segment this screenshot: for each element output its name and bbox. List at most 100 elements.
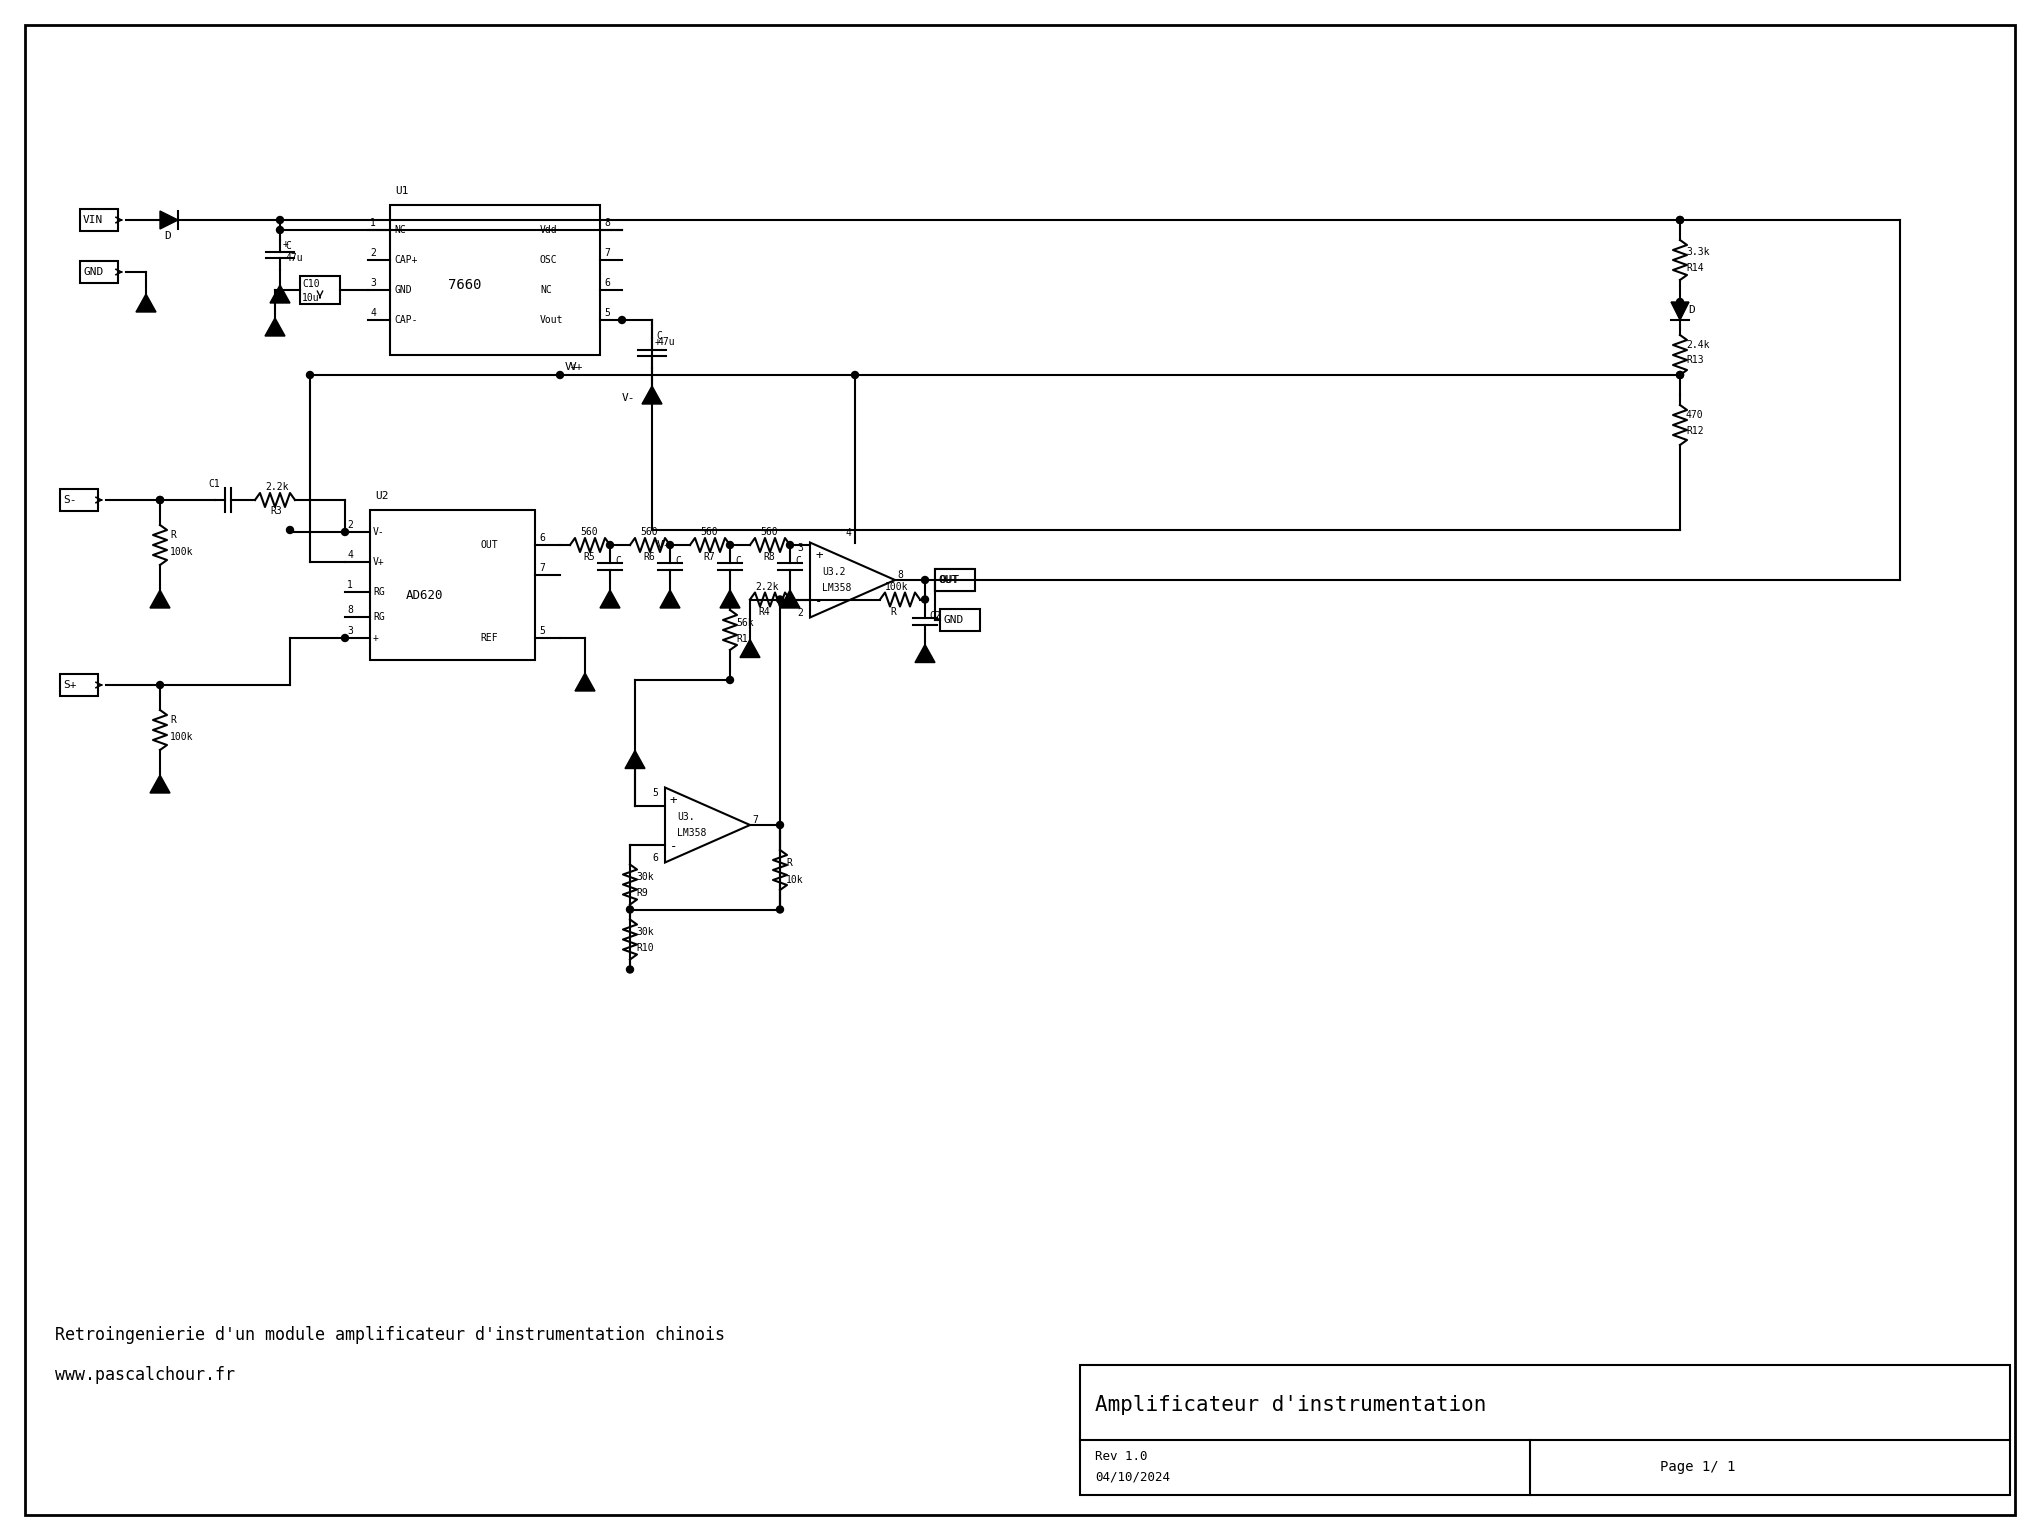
Text: Amplificateur d'instrumentation: Amplificateur d'instrumentation [1095, 1395, 1486, 1415]
Text: R: R [169, 715, 175, 725]
Text: 8: 8 [347, 605, 353, 614]
Text: RG: RG [373, 587, 385, 598]
Text: CAP-: CAP- [394, 316, 418, 325]
Text: +: + [816, 548, 822, 562]
Text: Vout: Vout [540, 316, 563, 325]
Text: C: C [675, 556, 681, 567]
Polygon shape [740, 639, 761, 658]
Text: VIN: VIN [84, 216, 104, 225]
Text: NC: NC [394, 225, 406, 236]
Text: C1: C1 [208, 479, 220, 490]
Polygon shape [661, 590, 679, 608]
Text: C: C [795, 556, 801, 567]
Polygon shape [916, 645, 934, 662]
Text: R1: R1 [736, 634, 748, 644]
Text: 7: 7 [752, 815, 759, 825]
Text: 1: 1 [347, 581, 353, 590]
Text: -: - [669, 841, 677, 853]
Text: NC: NC [540, 285, 551, 296]
Text: R: R [889, 607, 895, 616]
Text: 4: 4 [347, 550, 353, 561]
Polygon shape [642, 387, 663, 403]
Circle shape [157, 682, 163, 688]
Text: D: D [163, 231, 171, 240]
Text: GND: GND [84, 266, 104, 277]
Text: 100k: 100k [169, 732, 194, 742]
Text: S+: S+ [63, 681, 77, 690]
Polygon shape [265, 317, 285, 336]
Text: OUT: OUT [479, 541, 498, 550]
Circle shape [285, 527, 294, 533]
Text: 2.2k: 2.2k [754, 582, 779, 591]
Polygon shape [720, 590, 740, 608]
Circle shape [777, 821, 783, 829]
Polygon shape [1670, 302, 1688, 320]
Text: R6: R6 [642, 551, 655, 562]
Circle shape [618, 317, 626, 323]
Text: 5: 5 [652, 787, 657, 798]
Text: OSC: OSC [540, 256, 557, 265]
Bar [389, 205, 599, 356]
Circle shape [726, 542, 734, 548]
Text: 6: 6 [652, 853, 657, 862]
Text: 30k: 30k [636, 927, 652, 936]
Text: U3.: U3. [677, 812, 695, 822]
Circle shape [626, 906, 634, 913]
Text: 47u: 47u [657, 337, 675, 346]
Text: R12: R12 [1684, 427, 1703, 436]
Polygon shape [151, 775, 169, 793]
Bar [59, 675, 98, 696]
Text: Retroingenierie d'un module amplificateur d'instrumentation chinois: Retroingenierie d'un module amplificateu… [55, 1326, 724, 1344]
Circle shape [1676, 217, 1682, 223]
Text: V+: V+ [373, 557, 385, 567]
Text: 8: 8 [604, 219, 610, 228]
Text: 8: 8 [897, 570, 903, 581]
Polygon shape [599, 590, 620, 608]
Circle shape [922, 596, 928, 604]
Text: CAP+: CAP+ [394, 256, 418, 265]
Text: 2: 2 [797, 607, 803, 618]
Text: C: C [285, 240, 292, 251]
Circle shape [341, 634, 349, 642]
Circle shape [850, 371, 858, 379]
Polygon shape [779, 590, 799, 608]
Circle shape [157, 496, 163, 504]
Text: V-: V- [373, 527, 385, 537]
Text: R14: R14 [1684, 263, 1703, 273]
Text: 100k: 100k [169, 547, 194, 557]
Polygon shape [159, 211, 177, 229]
Text: R: R [785, 858, 791, 869]
Bar [59, 490, 98, 511]
Text: 2: 2 [347, 521, 353, 530]
Polygon shape [809, 542, 895, 618]
Circle shape [922, 576, 928, 584]
Text: 04/10/2024: 04/10/2024 [1095, 1471, 1170, 1483]
Text: U2: U2 [375, 491, 387, 500]
Text: OUT: OUT [938, 574, 958, 585]
Circle shape [626, 966, 634, 973]
Text: C: C [657, 331, 661, 340]
Polygon shape [624, 750, 644, 768]
Text: Page 1/ 1: Page 1/ 1 [1660, 1460, 1735, 1474]
Text: 560: 560 [761, 527, 777, 537]
Text: 560: 560 [579, 527, 597, 537]
Polygon shape [151, 590, 169, 608]
Text: 6: 6 [538, 533, 544, 544]
Text: 10k: 10k [785, 875, 803, 885]
Text: -: - [816, 596, 822, 608]
Circle shape [157, 496, 163, 504]
Text: LM358: LM358 [677, 829, 705, 838]
Bar [369, 510, 534, 661]
Text: V-: V- [622, 393, 636, 403]
Text: R9: R9 [636, 887, 648, 898]
Text: www.pascalchour.fr: www.pascalchour.fr [55, 1366, 234, 1384]
Text: R13: R13 [1684, 356, 1703, 365]
Polygon shape [137, 294, 155, 313]
Circle shape [277, 226, 283, 234]
Text: 7660: 7660 [449, 279, 481, 293]
Circle shape [1676, 299, 1682, 305]
Text: 5: 5 [604, 308, 610, 317]
Text: 3: 3 [347, 625, 353, 636]
Text: 3: 3 [369, 279, 375, 288]
Text: 470: 470 [1684, 410, 1703, 420]
